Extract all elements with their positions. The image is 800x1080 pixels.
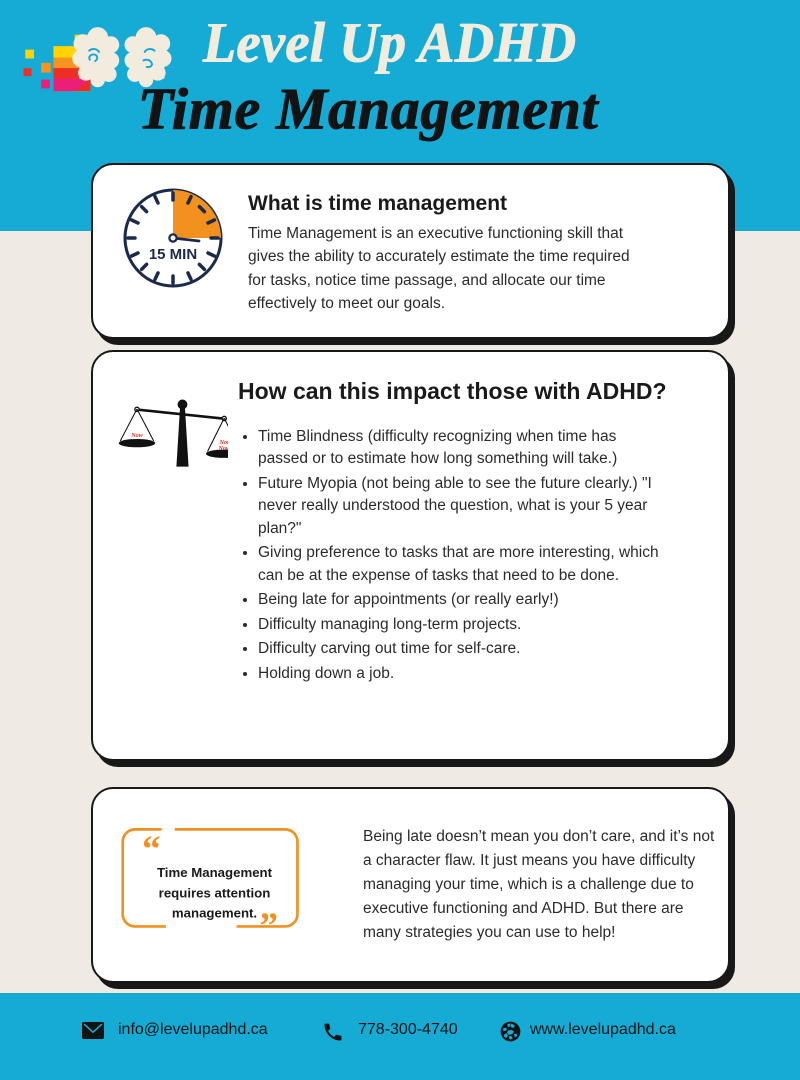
- svg-text:management.: management.: [172, 906, 257, 921]
- svg-text:requires attention: requires attention: [159, 885, 271, 900]
- svg-text:15 MIN: 15 MIN: [149, 246, 197, 263]
- svg-text:Not: Not: [219, 440, 228, 446]
- svg-text:Now: Now: [130, 433, 143, 439]
- svg-text:Time Management: Time Management: [157, 865, 273, 880]
- svg-text:”: ”: [260, 906, 279, 940]
- svg-text:“: “: [142, 829, 161, 870]
- svg-text:Now: Now: [217, 446, 228, 452]
